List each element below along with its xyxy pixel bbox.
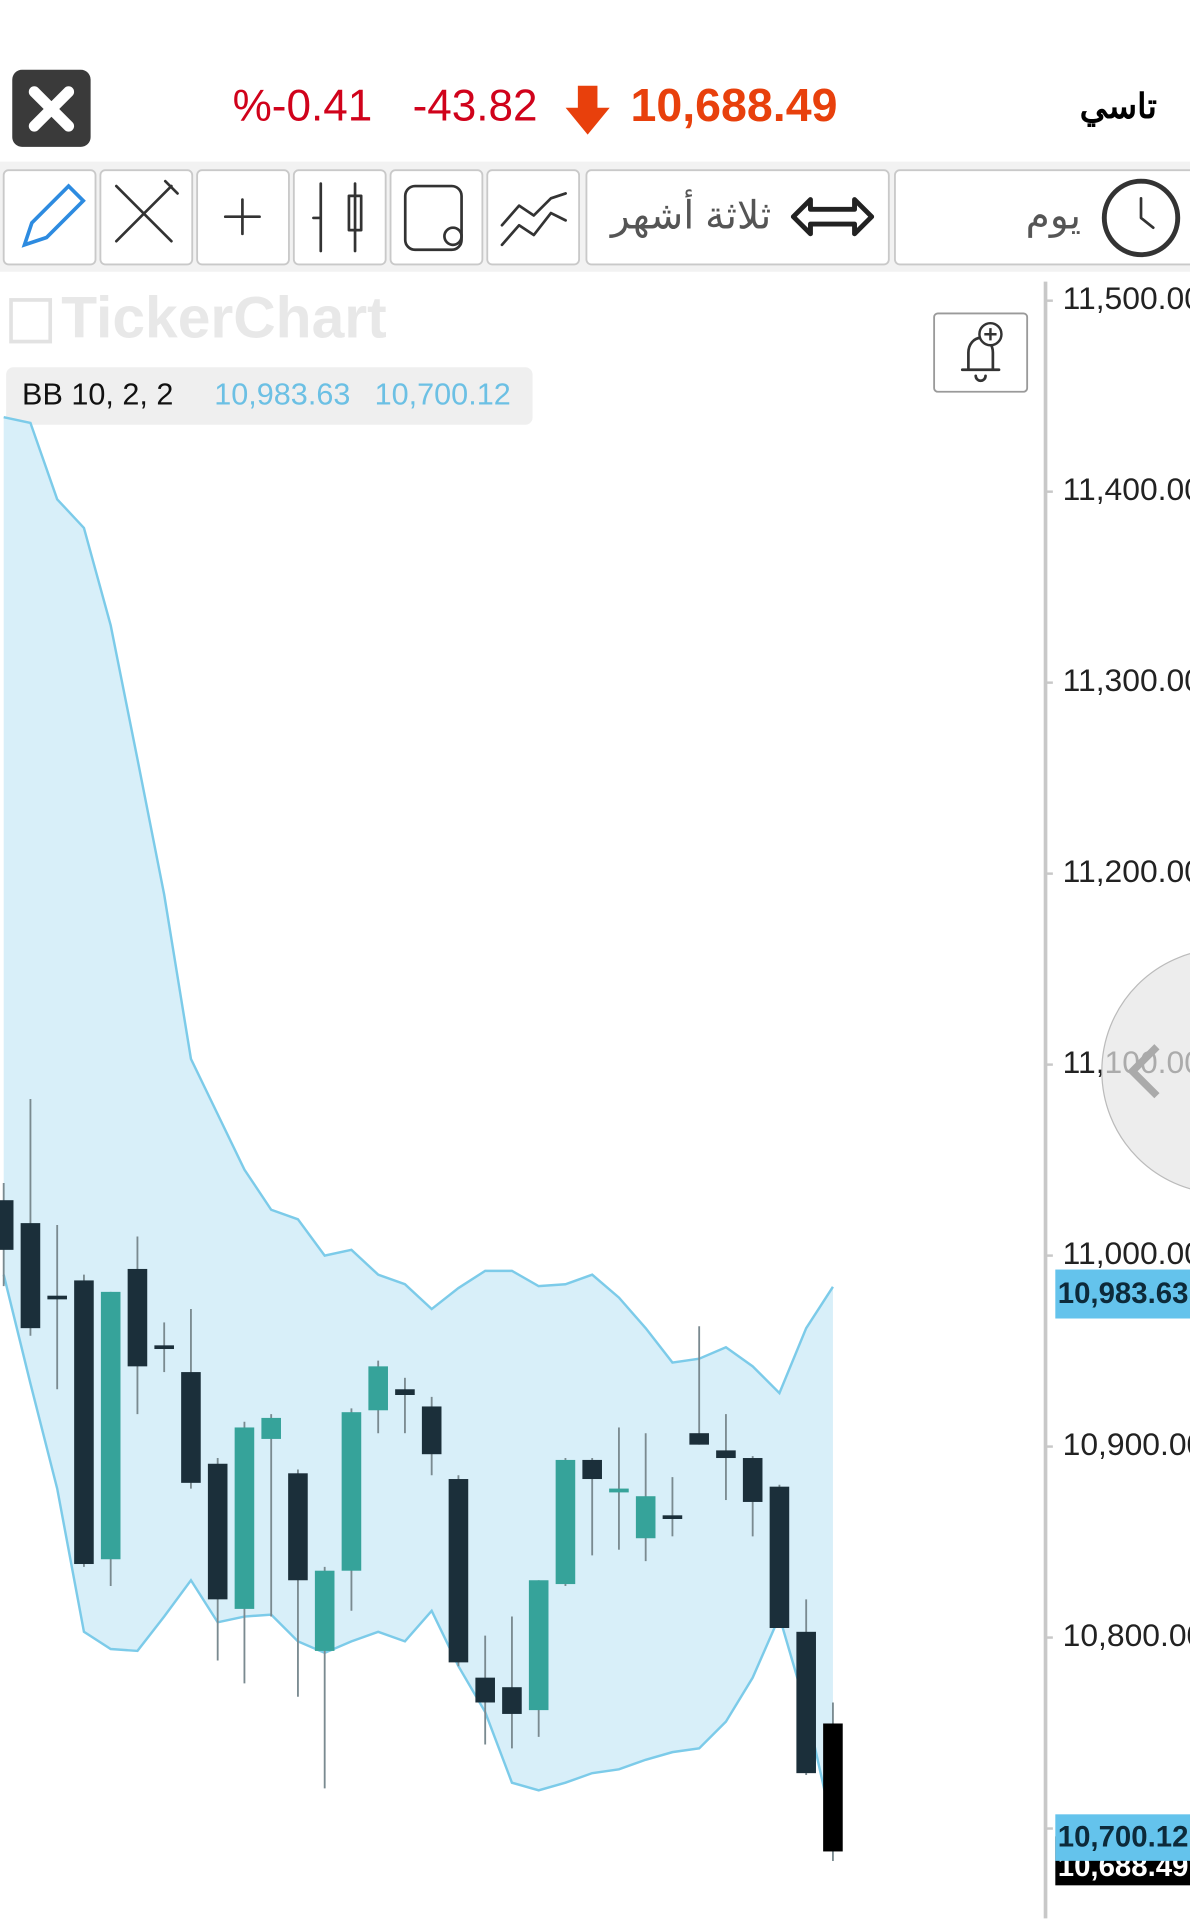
band-upper: [3, 415, 834, 1396]
candle-body: [421, 1406, 442, 1455]
tools[interactable]: [99, 169, 194, 266]
candle-body: [341, 1412, 362, 1571]
y-tick-label: 11,500.00: [1063, 280, 1190, 316]
alert-button[interactable]: [933, 312, 1029, 393]
candle-body: [100, 1291, 121, 1560]
interval-label: يوم: [1026, 194, 1081, 238]
candle-body: [261, 1417, 281, 1439]
side-handle[interactable]: [1101, 949, 1190, 1194]
band-lower: [2, 1274, 835, 1829]
upper-band-tag-text: 10,983.63: [1058, 1277, 1189, 1310]
candle-body: [368, 1366, 388, 1411]
candle-body: [635, 1496, 656, 1539]
y-tick-label: 11,300.00: [1063, 662, 1190, 698]
indicator-lower: 10,700.12: [375, 378, 511, 412]
candle-body: [0, 1200, 14, 1250]
indicators[interactable]: [389, 169, 484, 266]
indicator-name: BB 10, 2, 2: [22, 378, 173, 412]
candle-body: [609, 1488, 629, 1493]
candle-body: [127, 1268, 148, 1367]
candle-body: [448, 1479, 469, 1663]
candle-body: [716, 1450, 736, 1459]
y-tick-label: 11,400.00: [1063, 471, 1190, 507]
lower-band-tag: [1055, 1814, 1190, 1861]
close-button[interactable]: [12, 69, 91, 147]
interval-button[interactable]: يوم: [894, 169, 1190, 266]
candle-body: [288, 1473, 308, 1581]
candle-body: [555, 1459, 576, 1585]
candle-body: [823, 1723, 843, 1852]
candle-body: [769, 1486, 790, 1628]
indicator-box: [6, 367, 533, 425]
y-tick-label: 10,900.00: [1063, 1426, 1190, 1462]
candle-body: [742, 1458, 763, 1502]
candle-body: [528, 1580, 549, 1711]
candle-body: [181, 1372, 201, 1483]
candle-body: [20, 1223, 41, 1329]
y-tick-label: 11,200.00: [1063, 853, 1190, 889]
percent-change: %-0.41: [233, 82, 373, 131]
y-tick-label: 11,000.00: [1063, 1235, 1190, 1271]
down-arrow: [565, 85, 610, 135]
candle-body: [796, 1631, 816, 1774]
candle-body: [395, 1389, 415, 1395]
candle-body: [47, 1295, 67, 1300]
candle-body: [582, 1459, 602, 1480]
chart-type[interactable]: [292, 169, 387, 266]
candle-body: [314, 1570, 335, 1651]
change: -43.82: [413, 82, 538, 131]
crosshair[interactable]: [196, 169, 290, 266]
candle-body: [689, 1433, 709, 1445]
candle-body: [234, 1427, 255, 1609]
candle-body: [502, 1687, 522, 1714]
candle-body: [154, 1345, 174, 1350]
last-price: 10,688.49: [631, 79, 838, 131]
lower-band-tag-text: 10,700.12: [1058, 1821, 1189, 1854]
candle-body: [207, 1463, 228, 1600]
watermark: TickerChart: [61, 285, 386, 350]
candle-body: [475, 1677, 495, 1703]
watermark-logo: [9, 298, 53, 344]
indicator-upper: 10,983.63: [214, 378, 350, 412]
symbol: تاسي: [1080, 88, 1157, 127]
band-fill: [3, 417, 833, 1829]
upper-band-tag: [1055, 1269, 1190, 1319]
period-label: ثلاثة أشهر: [609, 189, 771, 238]
period-button[interactable]: ثلاثة أشهر: [585, 169, 890, 266]
compare[interactable]: [486, 169, 581, 266]
candle-body: [662, 1515, 683, 1519]
candle-body: [74, 1280, 94, 1565]
y-tick-label: 10,800.00: [1063, 1617, 1190, 1653]
draw-tool[interactable]: [2, 169, 97, 266]
